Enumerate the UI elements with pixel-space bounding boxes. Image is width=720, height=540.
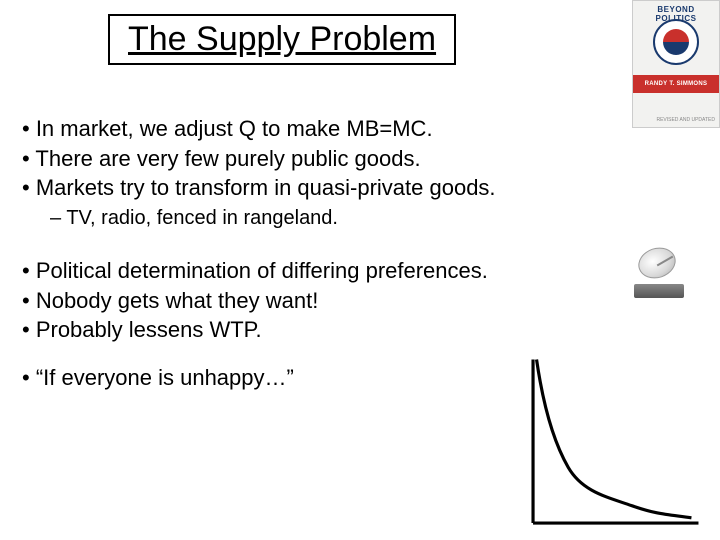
book-badge-icon <box>653 19 699 65</box>
demand-curve-chart <box>526 356 702 530</box>
chart-curve <box>537 359 692 517</box>
title-box: The Supply Problem <box>108 14 456 65</box>
bullet-3: • Markets try to transform in quasi-priv… <box>22 173 698 203</box>
bullet-5: • Nobody gets what they want! <box>22 286 698 316</box>
slide-title: The Supply Problem <box>128 20 436 58</box>
bullet-3a: – TV, radio, fenced in rangeland. <box>22 205 698 232</box>
content-area: • In market, we adjust Q to make MB=MC. … <box>22 114 698 393</box>
bullet-4: • Political determination of differing p… <box>22 256 698 286</box>
bullet-6: • Probably lessens WTP. <box>22 315 698 345</box>
book-cover-image: BEYOND POLITICS RANDY T. SIMMONS REVISED… <box>632 0 720 128</box>
bullet-2: • There are very few purely public goods… <box>22 144 698 174</box>
satellite-dish-icon <box>628 246 690 298</box>
book-author: RANDY T. SIMMONS <box>633 75 719 93</box>
bullet-1: • In market, we adjust Q to make MB=MC. <box>22 114 698 144</box>
book-badge-inner <box>663 29 689 55</box>
